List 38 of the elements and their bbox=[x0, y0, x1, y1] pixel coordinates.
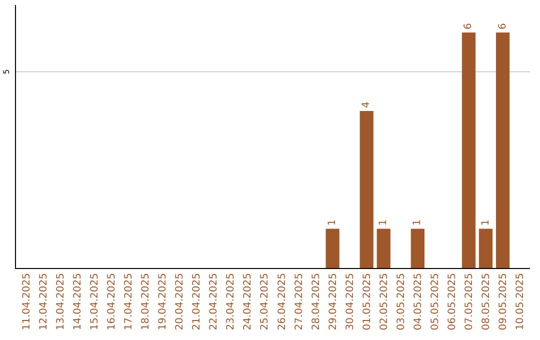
x-tick-label: 15.04.2025 bbox=[90, 273, 101, 330]
data-label: 1 bbox=[412, 219, 424, 226]
x-tick-label: 06.05.2025 bbox=[446, 273, 458, 330]
x-tick-label: 28.04.2025 bbox=[310, 273, 322, 330]
x-tick-label: 26.04.2025 bbox=[276, 273, 288, 330]
x-tick-label: 01.05.2025 bbox=[362, 273, 373, 330]
data-label: 6 bbox=[463, 23, 474, 30]
x-tick-label: 11.04.2025 bbox=[21, 273, 32, 330]
x-tick-label: 03.05.2025 bbox=[396, 273, 407, 330]
x-tick-label: 25.04.2025 bbox=[260, 273, 271, 330]
x-tick-label: 13.04.2025 bbox=[56, 273, 66, 330]
x-tick-label: 04.05.2025 bbox=[412, 273, 424, 330]
x-tick-label: 14.04.2025 bbox=[72, 273, 84, 330]
data-label: 1 bbox=[378, 219, 390, 226]
x-tick-label: 02.05.2025 bbox=[378, 273, 390, 330]
x-tick-label: 29.04.2025 bbox=[328, 273, 339, 330]
ref-line-label: 5 bbox=[2, 69, 11, 74]
data-label: 6 bbox=[497, 23, 508, 30]
data-label: 1 bbox=[327, 219, 338, 226]
x-tick-label: 27.04.2025 bbox=[294, 273, 305, 330]
x-tick-label: 08.05.2025 bbox=[481, 273, 492, 330]
x-tick-label: 22.04.2025 bbox=[208, 273, 220, 330]
data-label: 4 bbox=[361, 102, 372, 108]
x-tick-label: 19.04.2025 bbox=[158, 273, 169, 330]
x-tick-label: 07.05.2025 bbox=[464, 273, 475, 330]
x-tick-label: 30.04.2025 bbox=[344, 273, 356, 330]
x-tick-label: 21.04.2025 bbox=[192, 273, 203, 330]
x-tick-label: 24.04.2025 bbox=[242, 273, 254, 330]
x-tick-label: 05.05.2025 bbox=[430, 273, 441, 330]
x-tick-label: 16.04.2025 bbox=[106, 273, 118, 330]
data-label: 1 bbox=[480, 219, 492, 226]
x-tick-label: 18.04.2025 bbox=[140, 273, 152, 330]
x-tick-label: 10.05.2025 bbox=[515, 273, 526, 330]
x-tick-label: 20.04.2025 bbox=[174, 273, 186, 330]
x-tick-label: 17.04.2025 bbox=[124, 273, 135, 330]
x-tick-label: 12.04.2025 bbox=[38, 273, 50, 330]
x-tick-label: 09.05.2025 bbox=[498, 273, 510, 330]
x-tick-label: 23.04.2025 bbox=[226, 273, 237, 330]
